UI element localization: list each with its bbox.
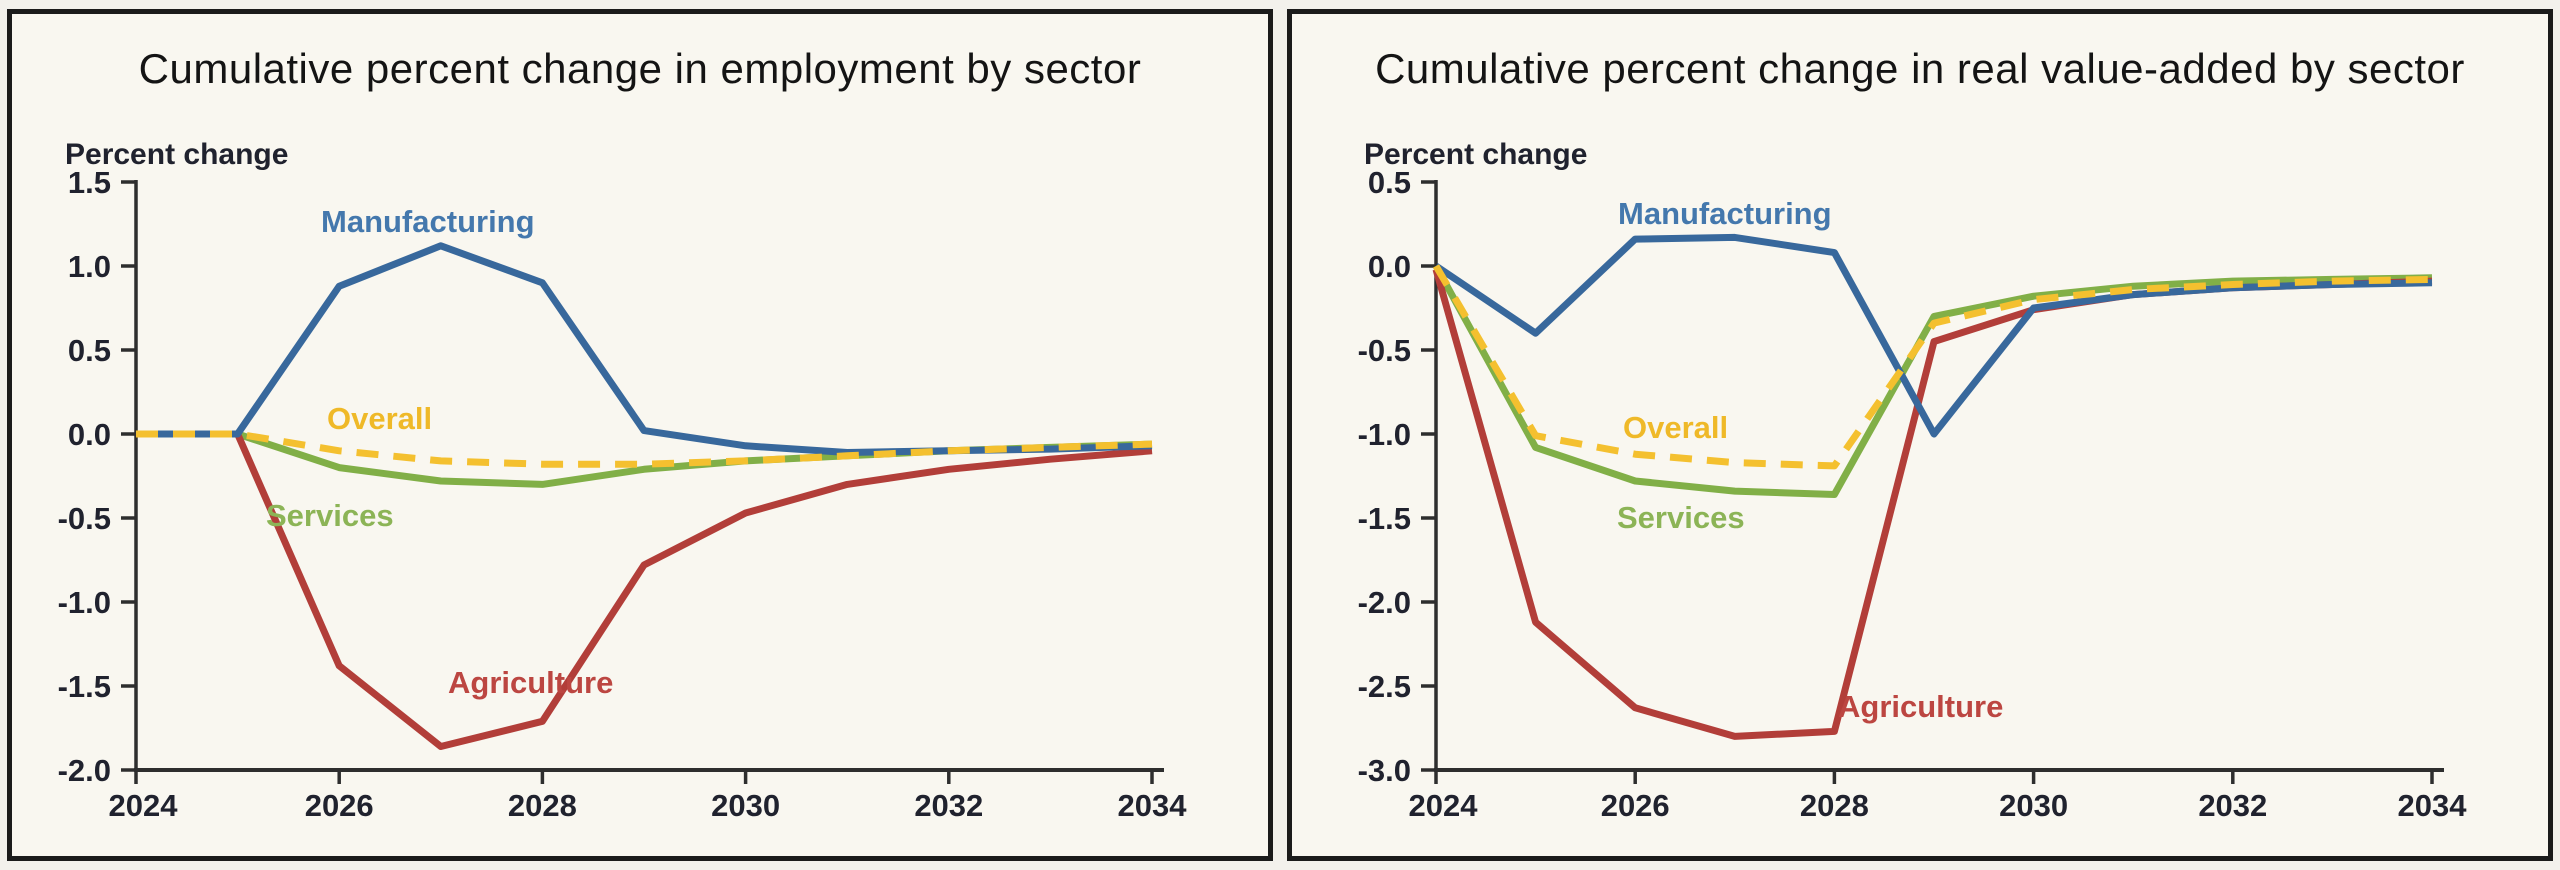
- y-tick-label: 0.5: [68, 333, 111, 368]
- x-tick-label: 2024: [1409, 788, 1479, 823]
- x-tick-label: 2024: [109, 788, 179, 823]
- y-tick-label: -0.5: [58, 501, 111, 536]
- x-tick-label: 2032: [914, 788, 983, 823]
- chart-title: Cumulative percent change in real value-…: [1375, 45, 2465, 92]
- series-label-manufacturing: Manufacturing: [1618, 196, 1832, 231]
- y-tick-label: -2.5: [1358, 669, 1411, 704]
- series-line-services: [1432, 264, 2433, 498]
- y-axis-title: Percent change: [1364, 138, 1588, 171]
- chart-panel-employment: 1.5 1.0 0.5 0.0 -0.5 -1.0 -1.5 -2.0 2024 2026 2028…: [7, 9, 1273, 861]
- series-label-overall: Overall: [1623, 410, 1728, 445]
- y-tick-label: -2.0: [1358, 585, 1411, 620]
- y-tick-label: 0.0: [1368, 249, 1411, 284]
- x-tick-label: 2026: [305, 788, 374, 823]
- y-axis-title: Percent change: [65, 138, 289, 171]
- y-tick-label: 0.5: [1368, 165, 1411, 200]
- y-tick-label: 1.0: [68, 249, 111, 284]
- x-tick-label: 2028: [1800, 788, 1869, 823]
- series-label-agriculture: Agriculture: [1838, 689, 2003, 724]
- x-tick-label: 2028: [508, 788, 577, 823]
- y-tick-label: -3.0: [1358, 753, 1411, 788]
- y-tick-label: -1.0: [1358, 417, 1411, 452]
- y-tick-label: -0.5: [1358, 333, 1411, 368]
- series-label-services: Services: [266, 498, 394, 533]
- y-tick-label: -2.0: [58, 753, 111, 788]
- x-tick-label: 2030: [711, 788, 780, 823]
- series-label-services: Services: [1617, 500, 1745, 535]
- series-line-manufacturing: [136, 242, 1153, 456]
- x-tick-label: 2034: [2398, 788, 2468, 823]
- series-label-agriculture: Agriculture: [448, 665, 613, 700]
- y-tick-label: -1.5: [58, 669, 111, 704]
- series-label-manufacturing: Manufacturing: [321, 204, 535, 239]
- x-tick-label: 2026: [1601, 788, 1670, 823]
- x-tick-label: 2034: [1118, 788, 1188, 823]
- series-line-overall: [1432, 264, 2433, 470]
- series-label-overall: Overall: [327, 401, 432, 436]
- series-line-manufacturing: [1434, 233, 2433, 438]
- chart-panel-value-added: 0.5 0.0 -0.5 -1.0 -1.5 -2.0 -2.5 -3.0 2024 2026 20…: [1287, 9, 2553, 861]
- series-line-agriculture: [1432, 268, 2433, 740]
- y-tick-label: 0.0: [68, 417, 111, 452]
- y-tick-label: 1.5: [68, 165, 111, 200]
- x-tick-label: 2032: [2198, 788, 2267, 823]
- y-tick-label: -1.5: [1358, 501, 1411, 536]
- x-tick-label: 2030: [1999, 788, 2068, 823]
- y-tick-label: -1.0: [58, 585, 111, 620]
- series-line-agriculture: [136, 430, 1153, 750]
- chart-title: Cumulative percent change in employment …: [138, 45, 1142, 92]
